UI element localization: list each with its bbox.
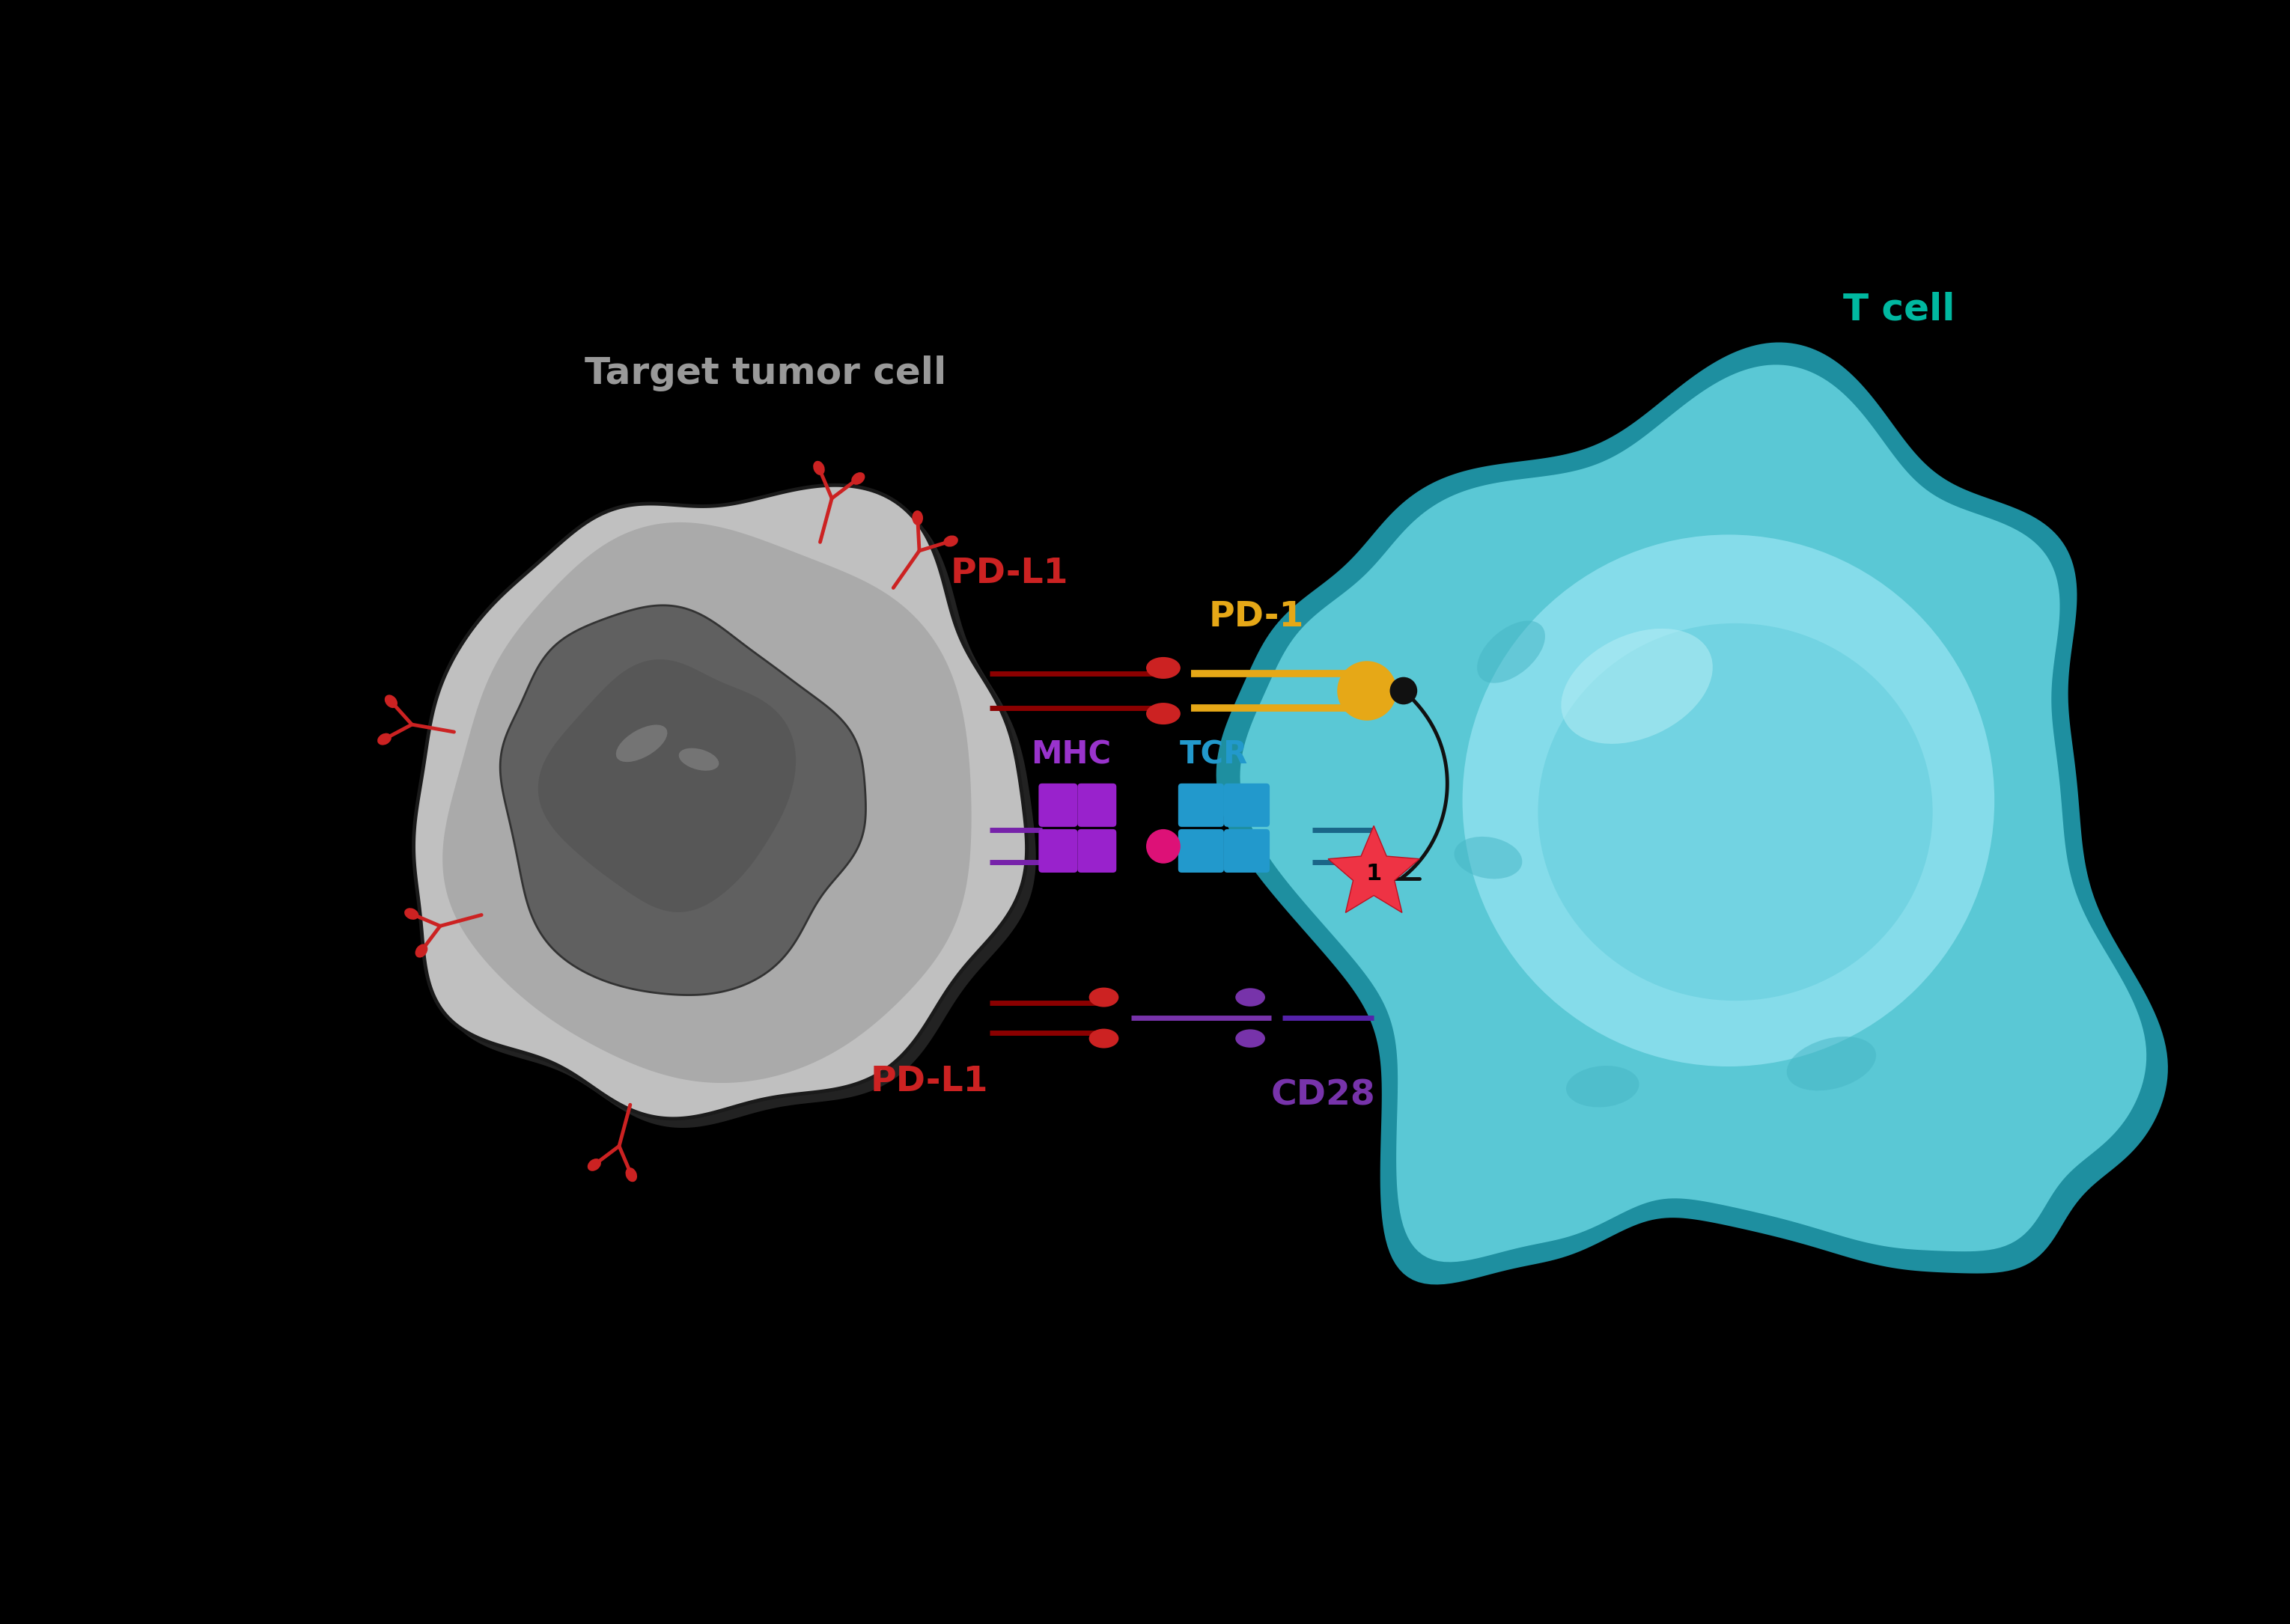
Text: PD-1: PD-1 [1209, 601, 1305, 635]
Circle shape [1337, 661, 1397, 721]
Text: 1: 1 [1365, 862, 1381, 885]
Ellipse shape [911, 510, 923, 525]
Polygon shape [1239, 365, 2146, 1262]
Ellipse shape [625, 1168, 637, 1182]
Ellipse shape [385, 695, 398, 708]
FancyBboxPatch shape [1040, 830, 1079, 872]
Ellipse shape [1562, 628, 1713, 744]
Text: T cell: T cell [1843, 292, 1956, 328]
Ellipse shape [1090, 987, 1120, 1007]
FancyBboxPatch shape [1177, 783, 1223, 827]
Text: TCR: TCR [1179, 739, 1248, 771]
Polygon shape [1328, 825, 1420, 913]
Text: Target tumor cell: Target tumor cell [584, 356, 946, 391]
Circle shape [1145, 830, 1179, 864]
Text: CD28: CD28 [1271, 1078, 1376, 1112]
Polygon shape [1239, 365, 2146, 1262]
Ellipse shape [1145, 658, 1179, 679]
Polygon shape [538, 659, 797, 913]
Polygon shape [442, 523, 971, 1083]
FancyBboxPatch shape [1223, 830, 1269, 872]
Ellipse shape [1566, 1065, 1640, 1108]
Ellipse shape [678, 749, 719, 771]
FancyBboxPatch shape [1079, 783, 1118, 827]
Ellipse shape [378, 732, 392, 745]
Text: MHC: MHC [1030, 739, 1111, 771]
Polygon shape [424, 494, 1035, 1127]
Ellipse shape [943, 536, 957, 547]
Ellipse shape [1090, 1028, 1120, 1047]
Ellipse shape [1463, 534, 1995, 1067]
Ellipse shape [852, 473, 866, 486]
Ellipse shape [1477, 620, 1546, 684]
Ellipse shape [1786, 1036, 1876, 1091]
Text: PD-L1: PD-L1 [870, 1065, 989, 1098]
Ellipse shape [1145, 703, 1179, 724]
Ellipse shape [813, 461, 824, 476]
FancyBboxPatch shape [1177, 830, 1223, 872]
FancyBboxPatch shape [1079, 830, 1118, 872]
Ellipse shape [1234, 1030, 1264, 1047]
FancyBboxPatch shape [1040, 783, 1079, 827]
Polygon shape [499, 606, 866, 996]
FancyBboxPatch shape [1223, 783, 1269, 827]
Ellipse shape [616, 724, 666, 762]
Polygon shape [1216, 343, 2169, 1285]
Ellipse shape [1454, 836, 1523, 879]
Ellipse shape [1539, 624, 1933, 1000]
Ellipse shape [1234, 987, 1264, 1007]
Circle shape [1390, 677, 1418, 705]
Text: PD-L1: PD-L1 [950, 557, 1069, 591]
Polygon shape [414, 486, 1026, 1119]
Ellipse shape [414, 944, 428, 958]
Ellipse shape [589, 1158, 600, 1171]
Ellipse shape [405, 908, 419, 919]
